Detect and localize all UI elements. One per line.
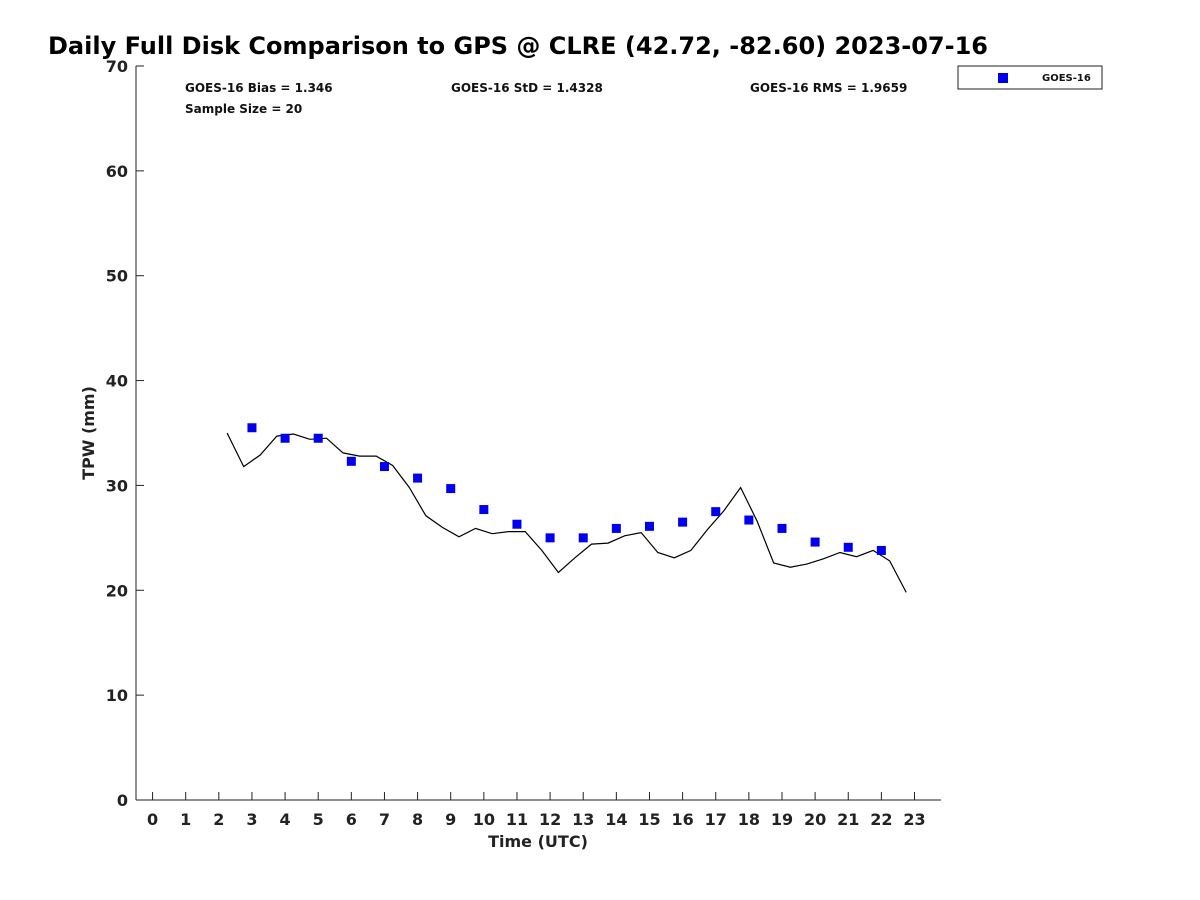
goes16-point [346,456,356,466]
legend: GOES-16 [957,65,1103,90]
y-axis-label: TPW (mm) [79,386,98,480]
scatter-series [247,423,886,555]
stat-std: GOES-16 StD = 1.4328 [451,81,603,95]
goes16-point [247,423,257,433]
gps-line [226,432,907,593]
stat-bias: GOES-16 Bias = 1.346 [185,81,333,95]
x-tick-label: 22 [870,810,892,829]
goes16-point [578,533,588,543]
goes16-point [810,537,820,547]
y-tick-label: 10 [106,686,128,705]
goes16-point [644,521,654,531]
y-tick-label: 40 [106,372,128,391]
stat-sample-size: Sample Size = 20 [185,102,302,116]
goes16-point [479,505,489,515]
line-series [226,432,907,593]
x-tick-label: 21 [837,810,859,829]
x-tick-label: 14 [605,810,627,829]
goes16-point [512,519,522,529]
goes16-point [744,515,754,525]
x-tick-label: 16 [671,810,693,829]
ticks: 0 1 2 3 4 5 6 7 8 9 10 11 12 13 14 15 16 17 18 19 20 21 22 2301… [106,57,926,829]
x-tick-label: 9 [445,810,456,829]
goes16-point [678,517,688,527]
x-axis-label: Time (UTC) [488,832,588,851]
x-tick-label: 18 [738,810,760,829]
goes16-point [280,433,290,443]
stat-rms: GOES-16 RMS = 1.9659 [750,81,907,95]
goes16-point [611,523,621,533]
axes [135,66,941,801]
x-tick-label: 7 [379,810,390,829]
goes16-point [545,533,555,543]
legend-marker [998,73,1008,83]
goes16-point [711,507,721,517]
x-tick-label: 15 [638,810,660,829]
legend-label: GOES-16 [1042,73,1091,84]
goes16-point [777,523,787,533]
x-tick-label: 17 [705,810,727,829]
x-tick-label: 11 [506,810,528,829]
x-tick-label: 4 [280,810,291,829]
chart-title: Daily Full Disk Comparison to GPS @ CLRE… [48,32,988,60]
goes16-point [876,545,886,555]
y-tick-label: 30 [106,476,128,495]
y-tick-label: 0 [117,791,128,810]
x-tick-label: 20 [804,810,826,829]
x-tick-label: 0 [147,810,158,829]
goes16-point [413,473,423,483]
x-tick-label: 2 [213,810,224,829]
x-tick-label: 12 [539,810,561,829]
x-tick-label: 1 [180,810,191,829]
x-tick-label: 5 [313,810,324,829]
goes16-point [313,433,323,443]
goes16-point [446,484,456,494]
y-tick-label: 50 [106,267,128,286]
goes16-point [843,542,853,552]
goes16-point [379,462,389,472]
legend-box [957,65,1103,90]
x-tick-label: 6 [346,810,357,829]
x-tick-label: 8 [412,810,423,829]
x-tick-label: 23 [903,810,925,829]
x-tick-label: 10 [473,810,495,829]
y-tick-label: 60 [106,162,128,181]
y-tick-label: 70 [106,57,128,76]
y-tick-label: 20 [106,581,128,600]
x-tick-label: 3 [246,810,257,829]
x-tick-label: 19 [771,810,793,829]
x-tick-label: 13 [572,810,594,829]
